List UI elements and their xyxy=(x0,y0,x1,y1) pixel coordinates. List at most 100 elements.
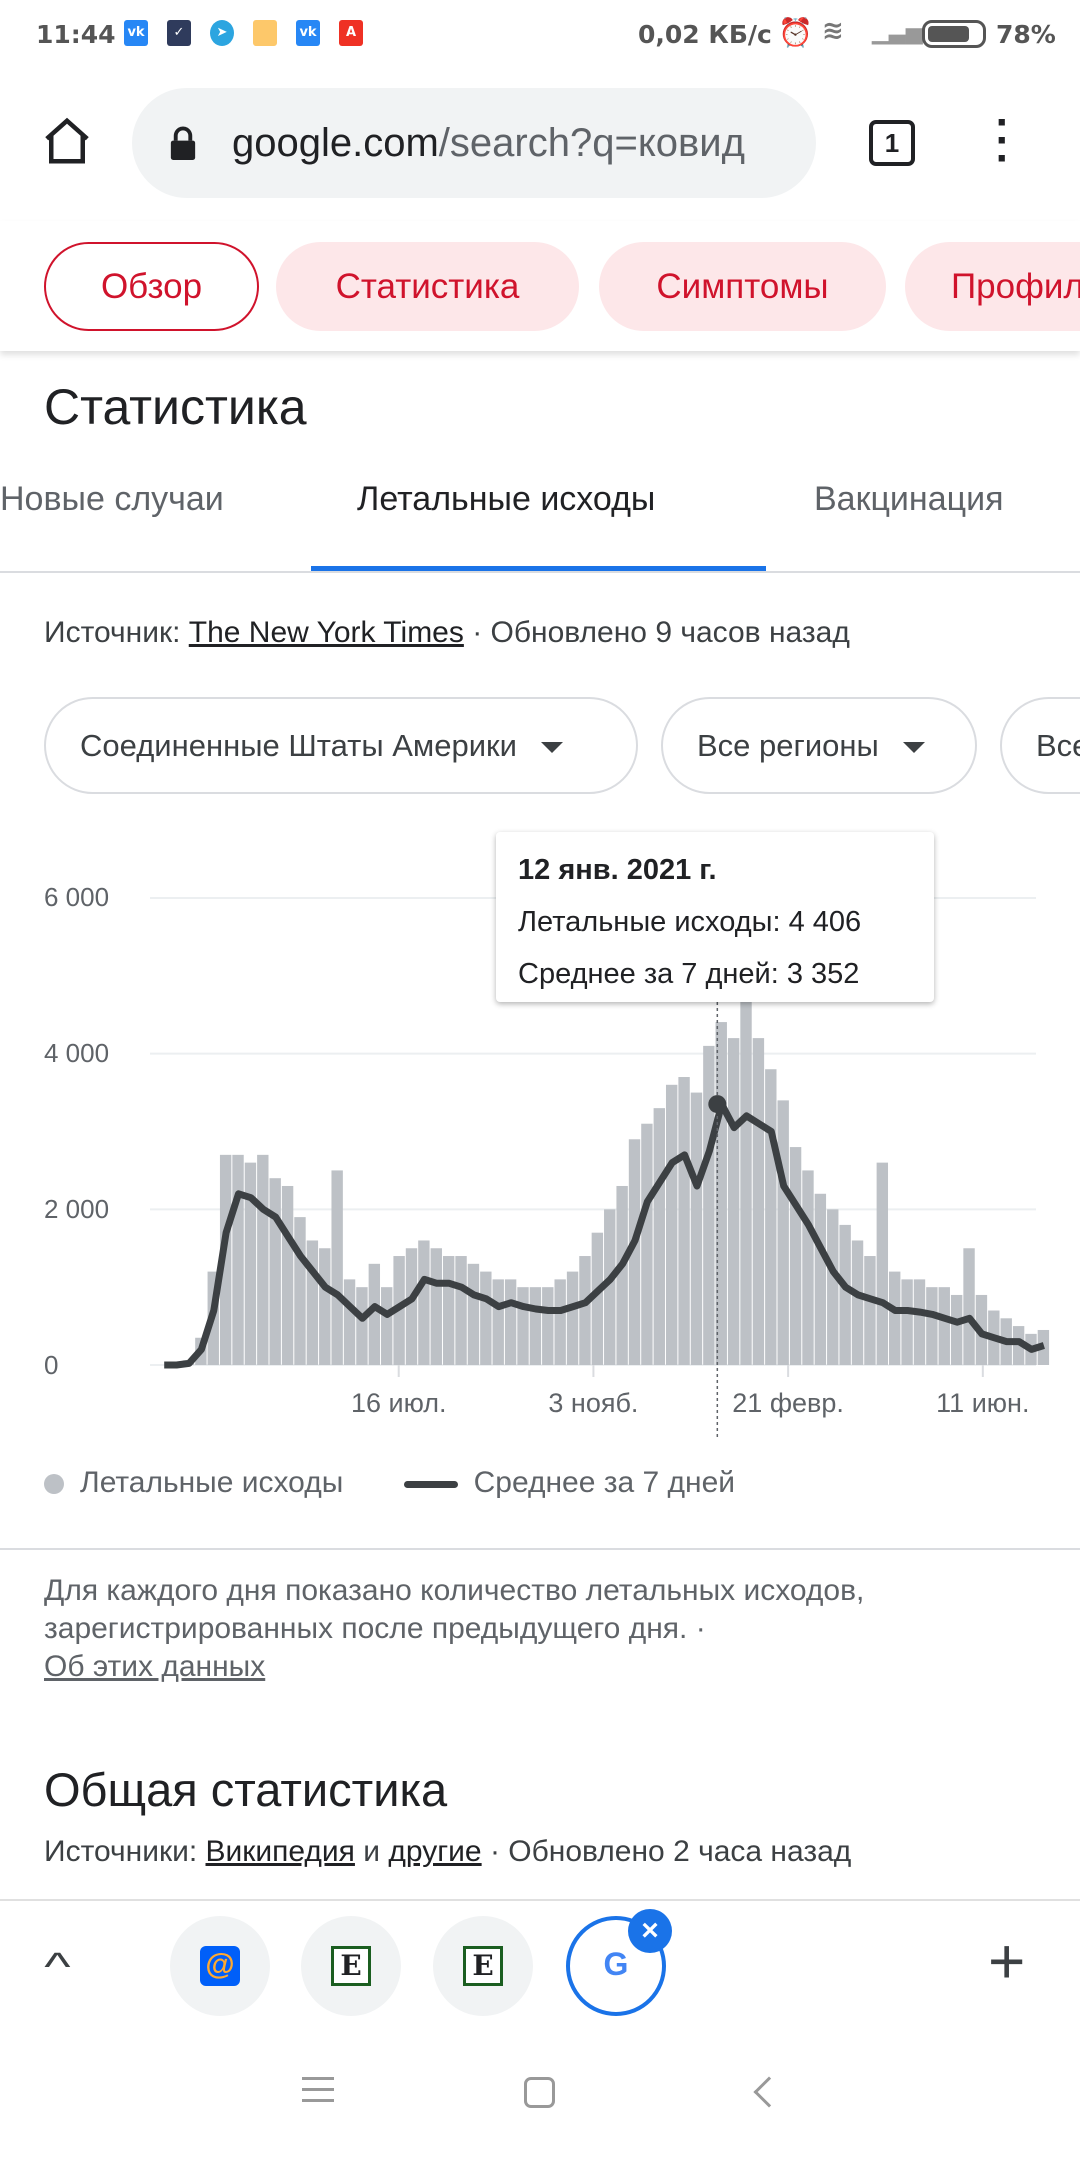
topic-chips[interactable]: Обзор Статистика Симптомы Профилактика xyxy=(0,221,1080,351)
tab-thumbnail-e[interactable]: E xyxy=(433,1916,533,2016)
general-sources: Источники: Википедия и другие · Обновлен… xyxy=(44,1835,851,1869)
daily-deaths-bar xyxy=(963,1248,975,1365)
daily-deaths-bar xyxy=(1012,1326,1025,1365)
others-link[interactable]: другие xyxy=(388,1835,482,1868)
daily-deaths-bar xyxy=(789,1147,802,1365)
region-dropdown[interactable]: Все регионы xyxy=(661,697,977,794)
daily-deaths-bar xyxy=(864,1256,876,1365)
legend-daily: Летальные исходы xyxy=(80,1466,344,1499)
clock: 11:44 xyxy=(36,20,116,49)
lock-icon xyxy=(170,126,196,160)
daily-deaths-bar xyxy=(244,1162,257,1365)
chevron-up-icon[interactable]: ^ xyxy=(44,1945,71,1989)
updated-text: · Обновлено 9 часов назад xyxy=(463,616,850,649)
tab-thumbnail-mail[interactable]: @ xyxy=(170,1916,270,2016)
daily-deaths-bar xyxy=(281,1185,294,1365)
tabs-divider xyxy=(0,571,1080,573)
wikipedia-link[interactable]: Википедия xyxy=(205,1835,355,1868)
filter-row[interactable]: Соединенные Штаты Америки Все регионы Вс… xyxy=(0,697,1080,797)
daily-deaths-bar xyxy=(517,1287,529,1365)
browser-toolbar: google.com/search?q=ковид 1 · · · xyxy=(0,70,1080,220)
tab-vaccination[interactable]: Вакцинация xyxy=(814,480,1004,518)
daily-deaths-bar xyxy=(319,1248,331,1365)
close-tab-icon[interactable]: × xyxy=(628,1909,672,1953)
url-path: /search?q=ковид xyxy=(438,121,745,165)
third-dropdown[interactable]: Все xyxy=(1000,697,1080,794)
daily-deaths-bar xyxy=(802,1170,814,1365)
daily-deaths-bar xyxy=(950,1294,963,1365)
general-stats-title: Общая статистика xyxy=(44,1763,448,1816)
daily-deaths-bar xyxy=(219,1154,232,1365)
daily-deaths-bar xyxy=(430,1248,442,1365)
country-dropdown[interactable]: Соединенные Штаты Америки xyxy=(44,697,638,794)
chip-prevention[interactable]: Профилактика xyxy=(905,242,1080,331)
tooltip-average: Среднее за 7 дней: 3 352 xyxy=(518,958,860,990)
x-tick-label: 3 нояб. xyxy=(548,1388,639,1418)
chip-symptoms[interactable]: Симптомы xyxy=(599,242,886,331)
daily-deaths-bar xyxy=(480,1271,492,1365)
source-prefix: Источник: xyxy=(44,616,189,649)
new-tab-icon[interactable]: + xyxy=(988,1925,1026,1997)
network-speed: 0,02 КБ/с xyxy=(638,20,772,49)
tab-strip: ^ @ E E G × + xyxy=(0,1899,1080,2031)
daily-deaths-bar xyxy=(653,1108,665,1365)
battery-icon xyxy=(922,20,986,48)
daily-deaths-bar xyxy=(418,1240,430,1365)
daily-deaths-bar xyxy=(913,1279,926,1365)
third-value: Все xyxy=(1036,728,1080,763)
divider xyxy=(0,1548,1080,1550)
tab-thumbnail-e[interactable]: E xyxy=(301,1916,401,2016)
daily-deaths-bar xyxy=(405,1248,418,1365)
deaths-chart[interactable] xyxy=(0,820,1080,1440)
battery-percent: 78% xyxy=(996,20,1056,49)
tab-deaths[interactable]: Летальные исходы xyxy=(357,480,656,518)
task-icon: ✓ xyxy=(167,20,191,46)
telegram-icon: ➤ xyxy=(210,20,234,46)
daily-deaths-bar xyxy=(616,1185,628,1365)
url-bar[interactable]: google.com/search?q=ковид xyxy=(132,88,816,198)
y-tick-label: 4 000 xyxy=(44,1038,110,1068)
chip-statistics[interactable]: Статистика xyxy=(276,242,579,331)
data-note: Для каждого дня показано количество лета… xyxy=(44,1572,1044,1686)
back-icon[interactable] xyxy=(753,2076,785,2108)
x-tick-label: 21 февр. xyxy=(732,1388,844,1418)
tab-new-cases[interactable]: Новые случаи xyxy=(0,480,224,518)
country-value: Соединенные Штаты Америки xyxy=(80,728,517,763)
y-tick-label: 0 xyxy=(44,1350,59,1380)
home-icon[interactable] xyxy=(40,114,94,168)
notes-icon xyxy=(253,20,277,46)
daily-deaths-bar xyxy=(294,1217,306,1365)
daily-deaths-bar xyxy=(492,1279,504,1365)
daily-deaths-bar xyxy=(257,1154,269,1365)
seven-day-average-line xyxy=(164,1100,1045,1369)
daily-deaths-bar xyxy=(752,1038,765,1365)
source-link[interactable]: The New York Times xyxy=(188,616,464,649)
daily-deaths-bar xyxy=(901,1279,913,1365)
home-button-icon[interactable] xyxy=(524,2077,555,2108)
daily-deaths-bar xyxy=(665,1084,678,1365)
y-tick-label: 2 000 xyxy=(44,1194,110,1224)
hover-point xyxy=(708,1095,727,1114)
daily-deaths-bar xyxy=(740,936,752,1365)
daily-deaths-bar xyxy=(678,1077,690,1365)
daily-deaths-bar xyxy=(727,1038,740,1365)
chip-overview[interactable]: Обзор xyxy=(44,242,259,331)
daily-deaths-bar xyxy=(938,1287,950,1365)
daily-deaths-bar xyxy=(306,1240,319,1365)
legend-average: Среднее за 7 дней xyxy=(473,1466,736,1499)
legend-dot-icon xyxy=(44,1474,64,1495)
daily-deaths-bar xyxy=(889,1271,901,1365)
caret-down-icon xyxy=(540,742,563,754)
recent-apps-icon[interactable] xyxy=(302,2077,334,2102)
signal-icon: ▁▃▅ xyxy=(872,20,923,45)
active-tab-indicator xyxy=(311,566,766,571)
daily-deaths-bar xyxy=(628,1139,641,1365)
daily-deaths-bar xyxy=(269,1178,281,1365)
tab-switcher-button[interactable]: 1 xyxy=(869,120,915,166)
menu-icon[interactable]: · · · xyxy=(995,98,1011,183)
daily-deaths-bar xyxy=(504,1279,517,1365)
about-data-link[interactable]: Об этих данных xyxy=(44,1650,266,1683)
daily-deaths-bar xyxy=(827,1209,839,1365)
e-site-icon: E xyxy=(463,1946,503,1986)
alarm-icon: ⏰ xyxy=(778,16,813,49)
